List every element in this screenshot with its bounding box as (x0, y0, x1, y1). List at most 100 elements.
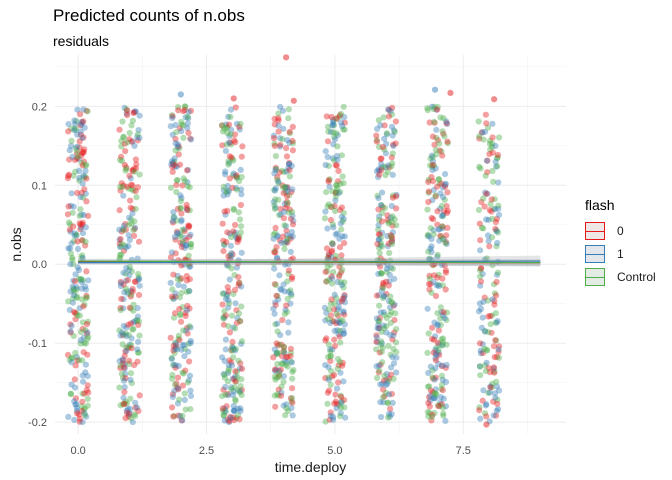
data-point (340, 308, 347, 315)
data-point (182, 327, 189, 334)
data-point (493, 243, 500, 250)
data-point (384, 212, 391, 219)
data-point (120, 394, 127, 401)
data-point (71, 376, 78, 383)
data-point (281, 349, 288, 356)
data-point (80, 349, 87, 356)
data-point (81, 410, 88, 417)
data-point (127, 293, 134, 300)
data-point (221, 241, 228, 248)
data-point (129, 210, 136, 217)
data-point (328, 275, 335, 282)
data-point (488, 312, 495, 319)
data-point (425, 189, 432, 196)
data-point (77, 206, 84, 213)
data-point (235, 279, 243, 287)
data-point (121, 104, 128, 111)
data-point (171, 161, 178, 168)
data-point (82, 361, 89, 368)
data-point (173, 129, 180, 136)
data-point (227, 141, 235, 148)
data-point (226, 300, 233, 307)
data-point (376, 143, 383, 150)
data-point (236, 123, 243, 130)
data-point (271, 247, 278, 254)
data-point (382, 390, 390, 397)
data-point (328, 203, 335, 210)
data-point (339, 122, 346, 130)
outlier-point (177, 91, 184, 98)
data-point (131, 318, 138, 325)
data-point (442, 378, 450, 386)
data-point (221, 242, 228, 249)
data-point (68, 137, 75, 144)
data-point (79, 398, 86, 405)
data-point (281, 310, 288, 318)
data-point (229, 391, 237, 399)
data-point (488, 143, 496, 150)
data-point (171, 155, 178, 162)
data-point (337, 413, 344, 420)
data-point (272, 153, 279, 160)
data-point (177, 239, 184, 246)
data-point (491, 301, 498, 308)
data-point (237, 318, 244, 325)
data-point (289, 412, 296, 419)
data-point (276, 143, 284, 150)
data-point (327, 353, 334, 360)
data-point (476, 407, 483, 414)
data-point (393, 222, 400, 229)
data-point (220, 237, 227, 244)
legend-key-1 (585, 244, 605, 263)
data-point (477, 350, 484, 357)
data-point (426, 280, 433, 288)
data-point (340, 330, 347, 338)
data-point (393, 205, 400, 212)
data-point (381, 393, 388, 400)
data-point (272, 366, 279, 373)
data-point (375, 318, 382, 325)
data-point (392, 118, 399, 125)
data-point (126, 357, 133, 364)
data-point (387, 405, 394, 412)
data-point (478, 265, 485, 272)
data-point (432, 292, 440, 300)
data-point (81, 339, 88, 347)
data-point (389, 213, 396, 220)
data-point (322, 161, 329, 169)
data-point (167, 334, 174, 341)
data-point (286, 166, 293, 174)
data-point (72, 145, 79, 152)
data-point (185, 222, 192, 229)
data-point (480, 225, 487, 232)
data-point (169, 404, 176, 411)
data-point (176, 125, 183, 132)
data-point (79, 325, 86, 332)
data-point (169, 371, 176, 378)
data-point (431, 376, 438, 383)
data-point (174, 272, 181, 279)
data-point (72, 121, 79, 128)
data-point (181, 106, 188, 114)
y-tick-label: 0.1 (32, 180, 47, 192)
data-point (120, 401, 127, 408)
data-point (118, 157, 126, 164)
data-point (172, 147, 179, 154)
data-point (479, 341, 486, 348)
data-point (325, 250, 332, 257)
data-point (219, 405, 226, 412)
data-point (77, 221, 84, 228)
data-point (435, 402, 442, 409)
data-point (271, 187, 278, 194)
data-point (272, 229, 279, 237)
data-point (70, 287, 77, 294)
data-point (232, 345, 239, 352)
data-point (388, 264, 395, 271)
data-point (230, 402, 237, 410)
data-point (375, 216, 383, 224)
data-point (332, 391, 339, 398)
data-point (274, 254, 281, 261)
data-point (72, 278, 79, 285)
data-point (236, 416, 243, 423)
data-point (233, 415, 240, 422)
